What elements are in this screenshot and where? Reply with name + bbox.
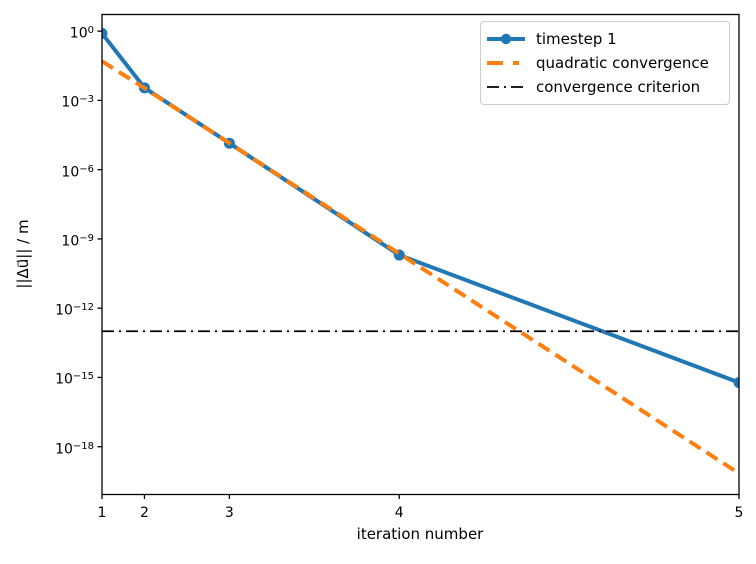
legend-label: quadratic convergence	[536, 54, 709, 72]
legend-item-timestep-1: timestep 1	[486, 27, 721, 51]
y-tick-label: 10−3	[61, 94, 94, 112]
x-axis-label: iteration number	[356, 525, 484, 543]
legend-item-convergence-criterion: convergence criterion	[486, 75, 721, 99]
legend-line-sample-solid-icon	[487, 33, 525, 45]
y-tick-label: 10−12	[55, 302, 94, 319]
legend-label: timestep 1	[536, 30, 617, 48]
x-tick-label: 5	[734, 505, 744, 521]
data-point-marker	[102, 27, 108, 39]
legend-line-sample-dashed-icon	[487, 61, 525, 65]
data-point-marker	[733, 377, 739, 389]
y-tick-label: 100	[69, 25, 94, 42]
x-tick-label: 1	[97, 505, 107, 521]
x-tick-label: 2	[139, 505, 149, 521]
y-tick-label: 10−9	[61, 232, 94, 250]
y-tick-label: 10−6	[61, 163, 94, 181]
legend-label: convergence criterion	[536, 78, 701, 96]
x-tick-label: 4	[394, 505, 404, 521]
plot-area	[102, 27, 739, 476]
plot-border	[101, 13, 740, 496]
y-tick-label: 10−18	[55, 440, 94, 458]
legend-item-quadratic-convergence: quadratic convergence	[486, 51, 721, 75]
quadratic-convergence-line	[102, 59, 739, 476]
legend-line-sample-dashdot-icon	[487, 86, 525, 88]
y-tick-label: 10−15	[55, 371, 94, 389]
x-tick-label: 3	[224, 505, 234, 521]
legend: timestep 1 quadratic convergence converg…	[480, 21, 730, 105]
